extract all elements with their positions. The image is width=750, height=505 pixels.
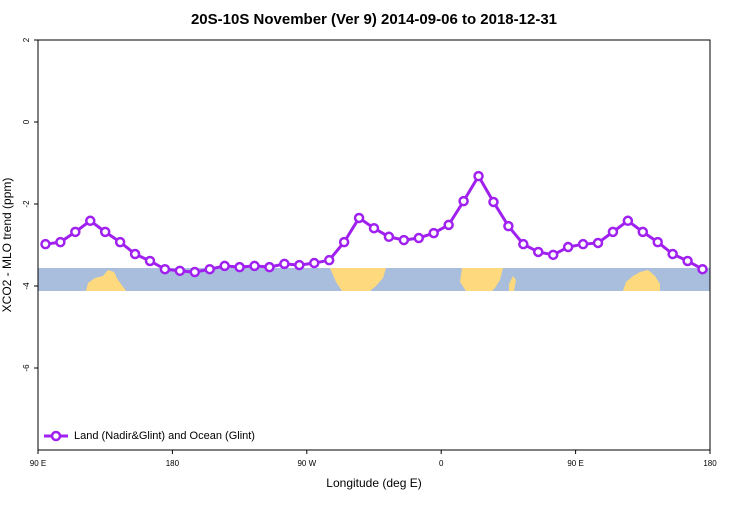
point [40, 238, 51, 250]
point [533, 246, 544, 258]
point [309, 257, 320, 269]
legend-marker [50, 430, 62, 442]
point [85, 215, 96, 227]
point [518, 238, 529, 250]
point [503, 220, 514, 232]
point [159, 263, 171, 275]
y-tick-label: -2 [22, 200, 31, 208]
point [547, 249, 559, 261]
x-tick-label: 90 W [297, 459, 316, 468]
point [353, 212, 365, 224]
point [697, 263, 708, 275]
point [114, 236, 126, 248]
y-tick-label: -4 [22, 282, 31, 290]
point [249, 260, 260, 272]
point [413, 232, 425, 244]
point [473, 170, 484, 182]
point [204, 263, 215, 275]
y-tick-label: 0 [22, 119, 31, 124]
point [562, 241, 574, 253]
chart-title: 20S-10S November (Ver 9) 2014-09-06 to 2… [191, 11, 557, 28]
x-tick-label: 90 E [30, 459, 46, 468]
y-tick-label: 2 [22, 37, 31, 42]
legend-label: Land (Nadir&Glint) and Ocean (Glint) [74, 430, 255, 442]
y-axis-label: XCO2 - MLO trend (ppm) [0, 178, 14, 313]
point [368, 222, 380, 234]
point [174, 265, 186, 277]
point [458, 195, 469, 207]
point [667, 248, 678, 260]
x-tick-label: 90 E [567, 459, 583, 468]
map-strip [38, 268, 710, 291]
point [55, 236, 66, 248]
point [70, 226, 81, 238]
x-axis-label: Longitude (deg E) [326, 476, 421, 490]
point [682, 255, 693, 267]
point [219, 260, 230, 272]
point [622, 215, 634, 227]
point [488, 196, 499, 208]
x-tick-label: 180 [166, 459, 180, 468]
point [592, 237, 604, 249]
point [234, 261, 245, 273]
point [443, 219, 454, 231]
point [577, 238, 589, 250]
point [294, 259, 305, 271]
point [338, 236, 350, 248]
point [129, 248, 141, 260]
point [428, 227, 439, 239]
point [264, 261, 275, 273]
x-tick-label: 0 [439, 459, 444, 468]
point [279, 258, 290, 270]
point [323, 254, 335, 266]
point [607, 226, 619, 238]
point [652, 236, 663, 248]
point [383, 231, 395, 243]
point [637, 226, 649, 238]
point [144, 255, 156, 267]
point [189, 266, 201, 278]
x-tick-label: 180 [703, 459, 717, 468]
point [398, 234, 410, 246]
plot-frame [37, 39, 711, 451]
y-tick-label: -6 [22, 364, 31, 372]
point [99, 226, 111, 238]
